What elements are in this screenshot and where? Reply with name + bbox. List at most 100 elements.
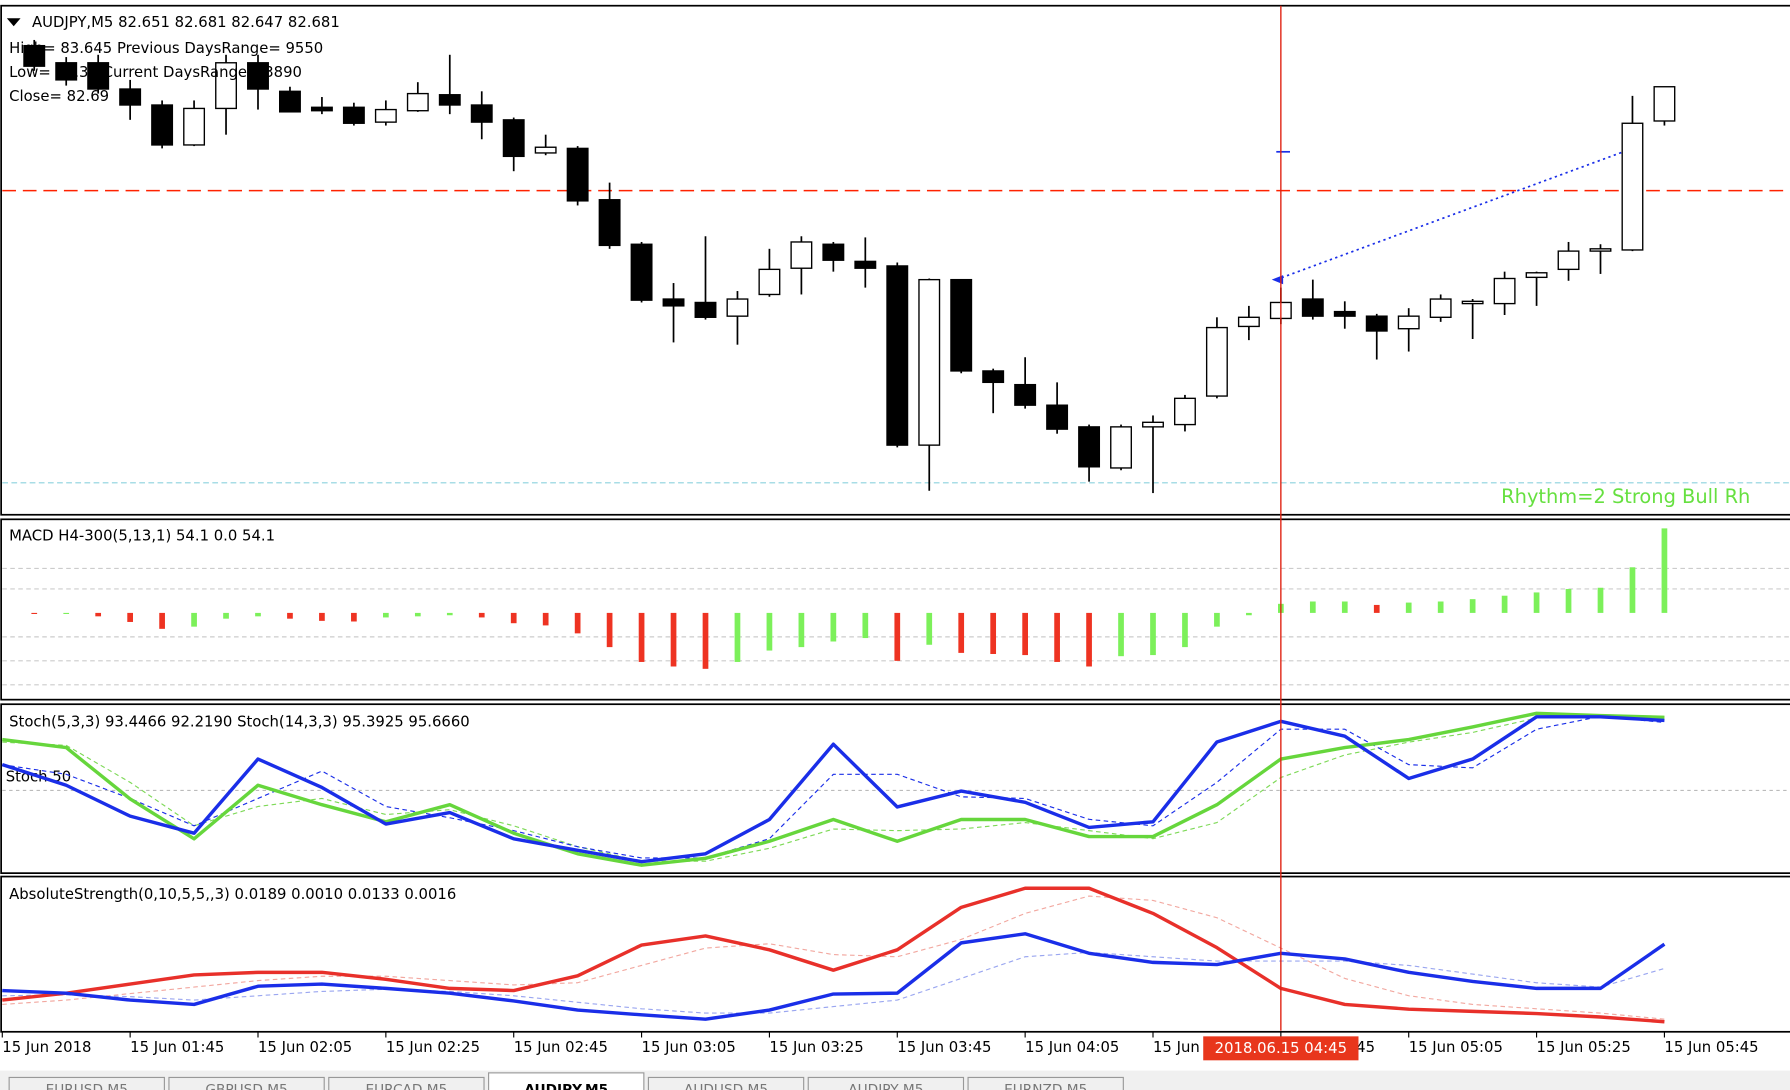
macd-bar — [1437, 601, 1444, 613]
signal-text: Rhythm=2 Strong Bull Rh — [1501, 485, 1750, 508]
tab-label[interactable]: GBPUSD,M5 — [205, 1082, 287, 1090]
macd-bar — [1086, 612, 1092, 667]
tab[interactable]: EURCAD,M5 — [328, 1076, 485, 1090]
tab-shape[interactable] — [488, 1072, 645, 1090]
tab-label[interactable]: EURUSD,M5 — [46, 1082, 128, 1090]
tab-label[interactable]: EURCAD,M5 — [365, 1082, 447, 1090]
macd-bar — [1629, 567, 1636, 613]
candle-body — [1078, 426, 1101, 468]
candle-body — [1621, 122, 1644, 251]
candle-body — [1237, 316, 1260, 328]
macd-bar — [862, 612, 869, 639]
macd-bar — [95, 612, 102, 617]
candle-body — [470, 104, 493, 123]
candle-body — [342, 106, 365, 124]
time-label: 15 Jun 2018 — [2, 1039, 91, 1056]
candle-body — [406, 92, 429, 112]
macd-bar — [734, 612, 741, 662]
time-label: 15 Jun 02:25 — [386, 1039, 480, 1056]
panel-borders — [0, 4, 1790, 1033]
info-line: Close= 82.69 — [9, 88, 109, 105]
macd-bar — [159, 612, 165, 629]
tab-shape[interactable] — [967, 1076, 1124, 1090]
macd-bar — [1022, 612, 1028, 656]
macd-bar — [351, 612, 357, 622]
macd-bar — [191, 612, 197, 627]
macd-bar — [1182, 612, 1188, 648]
candle-body — [566, 147, 589, 202]
candle-body — [1429, 298, 1452, 318]
time-label: 15 Jun 03:25 — [769, 1039, 863, 1056]
main-layer — [2, 39, 1790, 494]
info-line: High= 83.645 Previous DaysRange= 9550 — [9, 40, 323, 57]
candle-body — [1014, 383, 1037, 406]
candle-body — [1301, 298, 1324, 317]
tab-shape[interactable] — [8, 1076, 165, 1090]
tab-shape[interactable] — [647, 1076, 805, 1090]
candle-body — [534, 146, 557, 154]
indicator-line — [2, 886, 1665, 1024]
indicator-line — [2, 951, 1665, 1014]
candle-body — [55, 62, 78, 81]
candle-body — [1365, 315, 1388, 332]
tab-shape[interactable] — [168, 1076, 325, 1090]
candle-body — [119, 88, 142, 106]
macd-bar — [1565, 588, 1572, 613]
indicator-line — [2, 932, 1666, 1021]
macd-bar — [1341, 601, 1348, 613]
candle-body — [1205, 326, 1228, 397]
candle-body — [1557, 250, 1580, 271]
candle-body — [502, 119, 525, 158]
time-label: 15 Jun 05:05 — [1409, 1039, 1503, 1056]
candle-body — [950, 278, 973, 372]
candle-body — [598, 199, 621, 247]
candle-body — [438, 94, 461, 106]
candle-body — [1174, 397, 1196, 426]
tab-label[interactable]: AUDUSD,M5 — [684, 1082, 768, 1090]
macd-bar — [542, 612, 549, 626]
tab[interactable]: GBPUSD,M5 — [168, 1076, 325, 1090]
tab[interactable]: AUDJPY,M5 — [807, 1076, 965, 1090]
stoch-title: Stoch(5,3,3) 93.4466 92.2190 Stoch(14,3,… — [9, 713, 470, 730]
tab[interactable]: EURNZD,M5 — [967, 1076, 1124, 1090]
candle-body — [886, 265, 909, 446]
time-label: 15 Jun 05:45 — [1664, 1039, 1758, 1056]
abs-panel — [0, 875, 1790, 1033]
macd-bar — [510, 612, 517, 624]
tab-label[interactable]: EURNZD,M5 — [1004, 1082, 1087, 1090]
candle-body — [1461, 300, 1484, 305]
candle-body — [982, 370, 1005, 384]
candle-body — [822, 243, 845, 261]
tab-label[interactable]: AUDJPY,M5 — [524, 1082, 608, 1090]
tab-shape[interactable] — [807, 1076, 965, 1090]
macd-bar — [1533, 592, 1540, 613]
tab-label[interactable]: AUDJPY,M5 — [848, 1082, 923, 1090]
macd-bar — [1214, 612, 1220, 627]
time-label: 15 Jun 05:25 — [1537, 1039, 1631, 1056]
candle-body — [726, 298, 749, 317]
time-label: 15 Jun 04:05 — [1025, 1039, 1119, 1056]
candle-body — [630, 243, 653, 301]
macd-bar — [702, 612, 709, 669]
macd-bar — [1405, 602, 1412, 613]
macd-bar — [894, 612, 901, 661]
macd-bar — [798, 612, 805, 648]
candle-body — [1333, 310, 1356, 317]
time-label: 15 Jun 02:45 — [514, 1039, 608, 1056]
macd-bar — [830, 612, 837, 642]
candle-body — [1525, 272, 1548, 279]
macd-bar — [319, 612, 325, 621]
macd-bar — [1150, 612, 1156, 656]
abs-title: AbsoluteStrength(0,10,5,5,,3) 0.0189 0.0… — [9, 886, 456, 903]
candle-body — [23, 44, 46, 67]
tab[interactable]: AUDUSD,M5 — [647, 1076, 805, 1090]
tab[interactable]: AUDJPY,M5 — [488, 1072, 645, 1090]
tab-shape[interactable] — [328, 1076, 485, 1090]
candle-body — [758, 268, 781, 296]
tab[interactable]: EURUSD,M5 — [8, 1076, 165, 1090]
macd-bar — [478, 612, 485, 618]
macd-bar — [606, 612, 613, 648]
time-label: 15 Jun 02:05 — [258, 1039, 352, 1056]
